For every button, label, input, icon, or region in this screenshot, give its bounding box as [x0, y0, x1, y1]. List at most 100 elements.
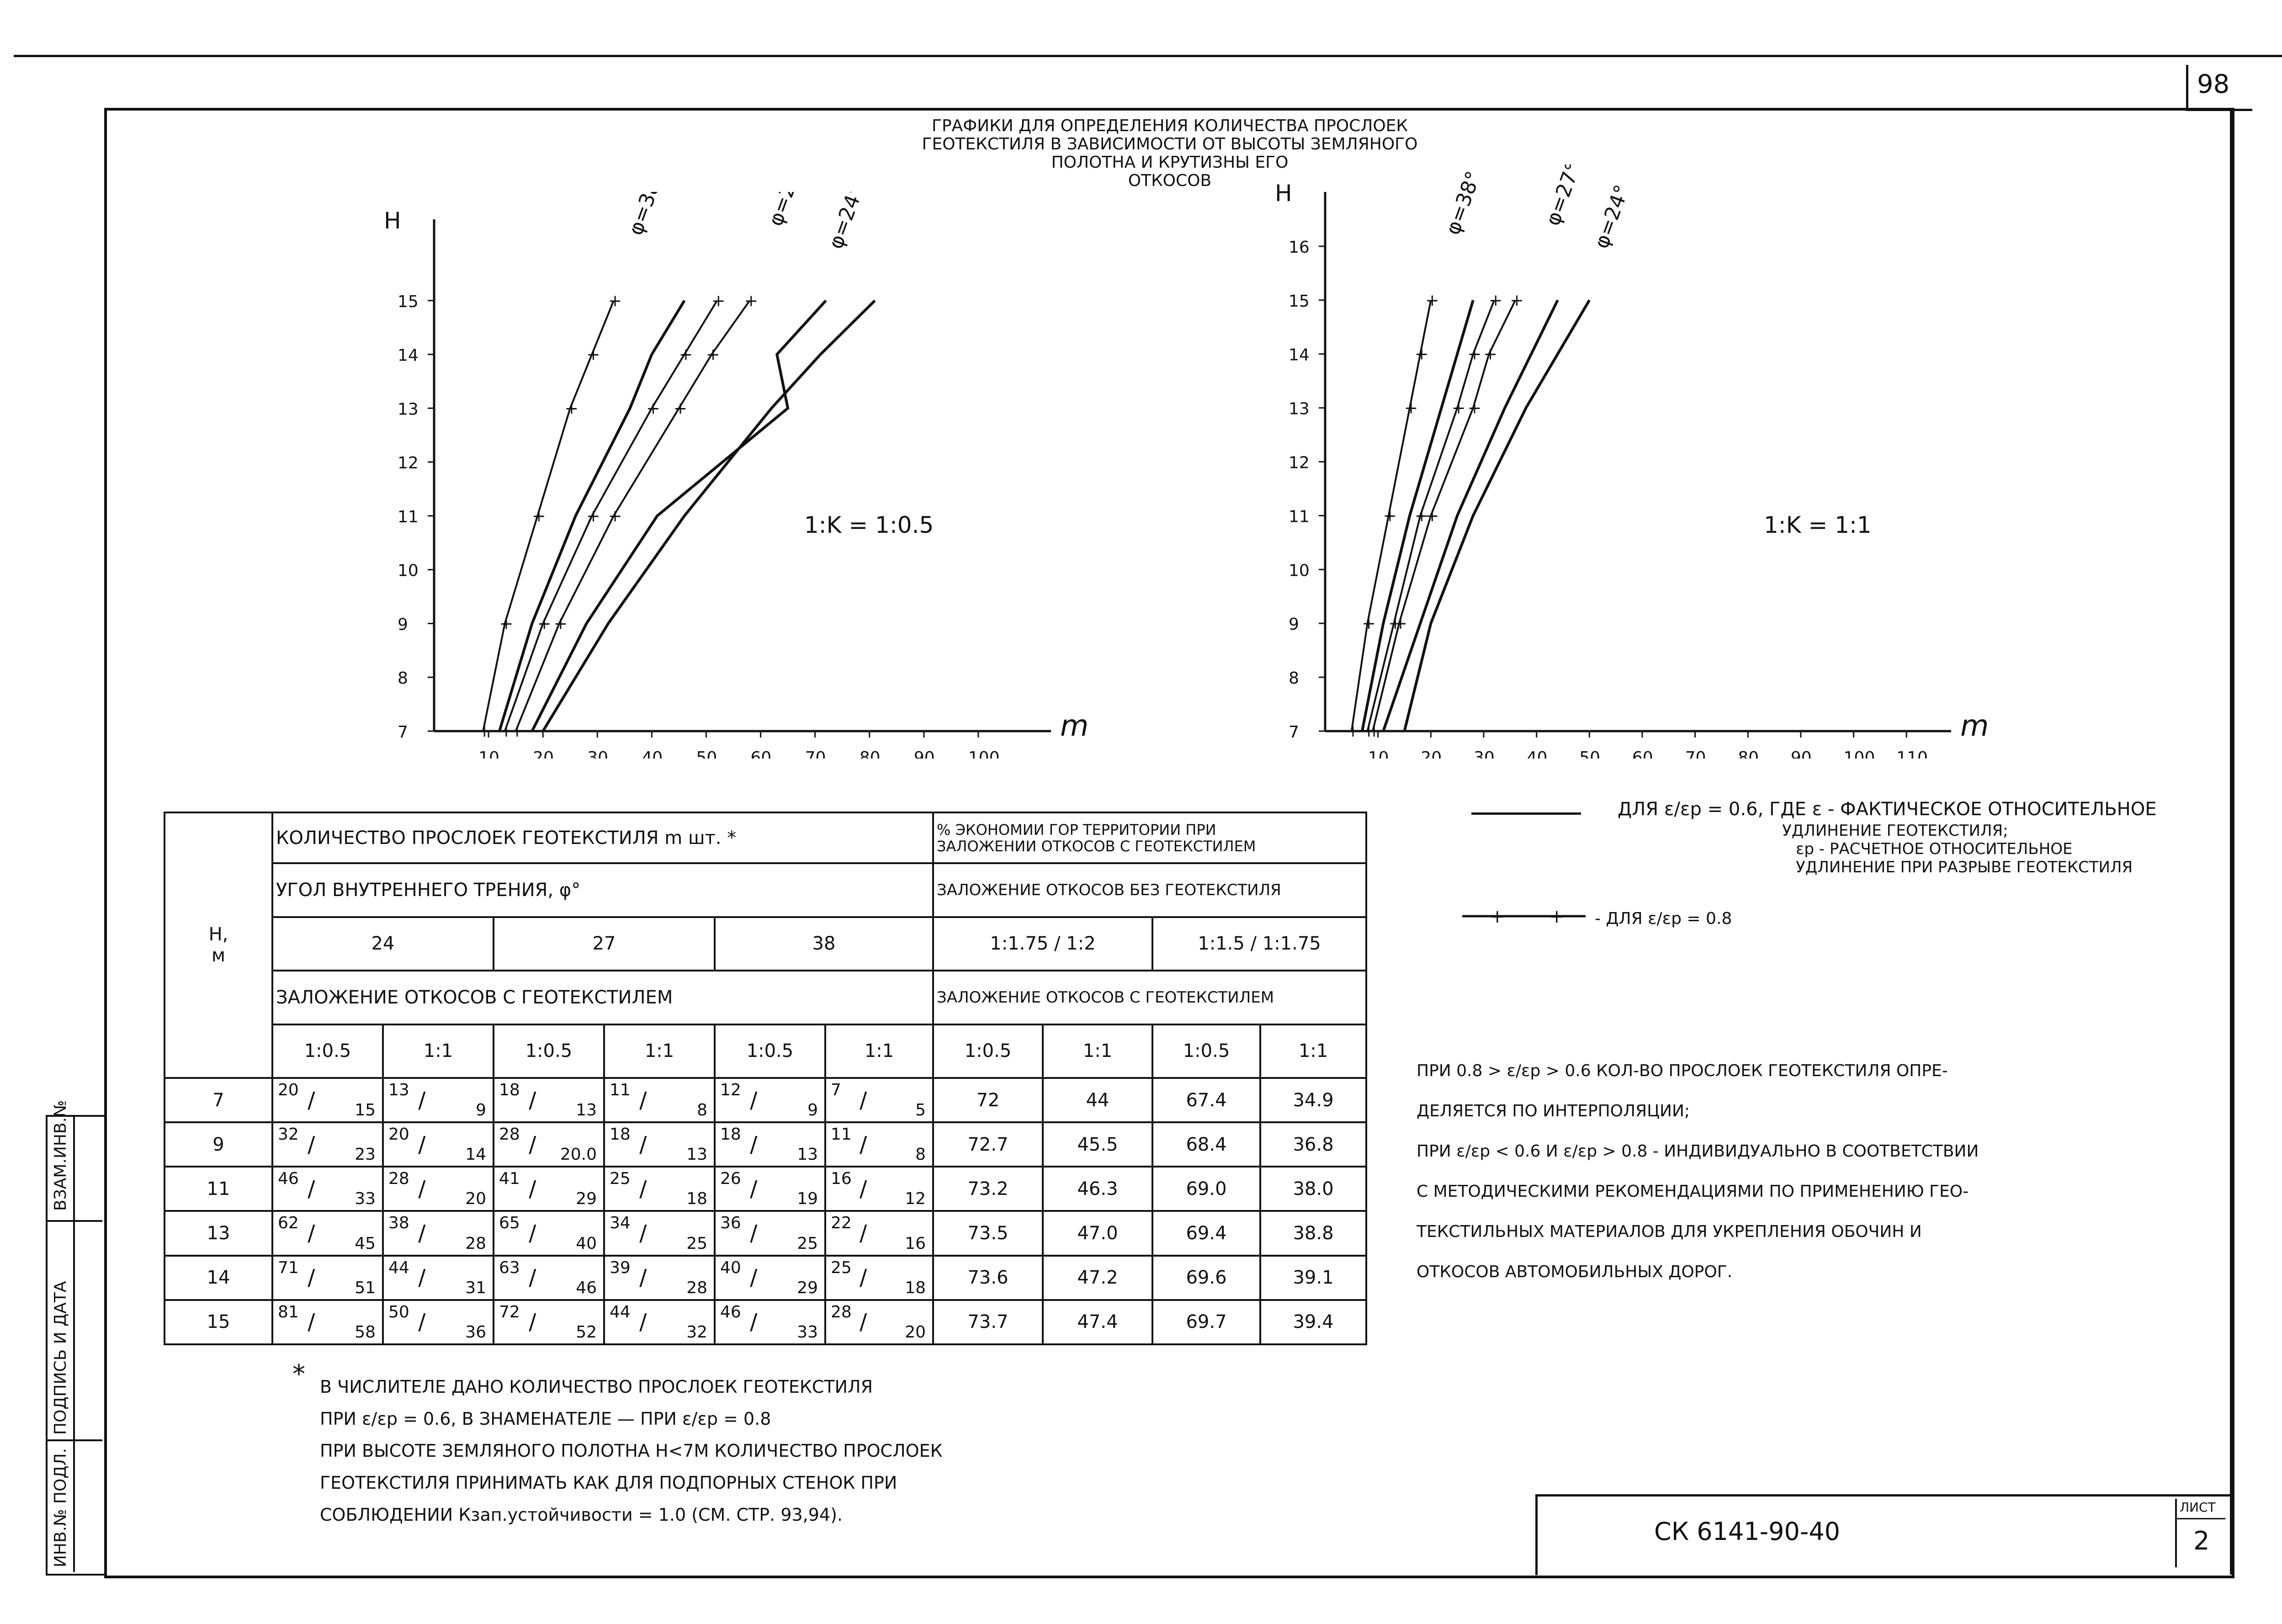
y-tick-label: 15	[398, 292, 419, 311]
series-line-2	[531, 299, 827, 732]
layer-count-cell: 12 / 9	[714, 1077, 826, 1124]
x-axis-label: m	[1960, 709, 1989, 743]
series-marker: +	[1415, 506, 1428, 525]
x-tick-label: 90	[1791, 748, 1812, 759]
phi-label: φ=38°	[1441, 168, 1486, 238]
layer-count-cell: 28 / 20.0	[493, 1121, 605, 1168]
layer-count-cell: 7 / 5	[824, 1077, 934, 1124]
layer-count-cell: 28 / 20	[382, 1166, 494, 1212]
legend-cross-line: + +	[1462, 907, 1586, 925]
denominator: 12	[905, 1189, 926, 1209]
numerator: 32	[278, 1125, 299, 1144]
slope-no-geo-2: 1:1.5 / 1:1.75	[1152, 916, 1368, 972]
series-marker: +	[1362, 614, 1376, 633]
economy-cell: 34.9	[1259, 1077, 1368, 1124]
economy-cell: 47.0	[1042, 1210, 1154, 1257]
series-marker: +	[674, 399, 687, 418]
economy-cell: 72	[932, 1077, 1044, 1124]
legend-solid-line	[1471, 812, 1581, 815]
layer-count-cell: 26 / 19	[714, 1166, 826, 1212]
chart-left-axes: Hm 7 8 9 10 11 12 13 14 15 10 20 30 40 50 60 70 80 90 100 φ=…	[384, 192, 1088, 759]
fraction: 44 / 31	[385, 1258, 492, 1298]
row-height-cell: 15	[164, 1299, 273, 1346]
series-marker: +	[1404, 399, 1418, 418]
series-line-3	[504, 300, 718, 732]
fraction-slash: /	[639, 1221, 647, 1247]
layer-count-cell: 44 / 31	[382, 1254, 494, 1301]
denominator: 46	[576, 1278, 597, 1297]
numerator: 34	[610, 1214, 631, 1233]
x-tick-label: 60	[1632, 748, 1653, 759]
denominator: 25	[686, 1234, 707, 1253]
doc-code: СК 6141-90-40	[1654, 1517, 1841, 1546]
numerator: 11	[610, 1080, 631, 1099]
series-line-2	[1382, 299, 1559, 732]
denominator: 31	[465, 1278, 486, 1297]
denominator: 15	[355, 1101, 376, 1120]
fraction: 41 / 29	[495, 1168, 602, 1209]
layer-count-cell: 18 / 13	[493, 1077, 605, 1124]
numerator: 28	[499, 1125, 520, 1144]
y-tick-label: 9	[398, 615, 408, 634]
side-stamp	[46, 1115, 104, 1576]
denominator: 32	[686, 1323, 707, 1342]
layer-count-cell: 62 / 45	[271, 1210, 384, 1257]
fraction-slash: /	[860, 1221, 867, 1247]
y-tick-label: 7	[398, 723, 408, 742]
y-tick-label: 11	[1289, 507, 1310, 526]
x-tick-label: 10	[478, 748, 499, 759]
sub-header-7: 1:1	[1042, 1023, 1154, 1079]
series-marker: +	[608, 292, 622, 310]
fraction-slash: /	[750, 1265, 758, 1291]
series-line-1	[515, 300, 751, 732]
series-marker: +	[586, 345, 600, 364]
phi-label: φ=27°	[1541, 165, 1585, 229]
fraction-slash: /	[529, 1221, 536, 1247]
fraction-slash: /	[529, 1309, 536, 1335]
fraction-slash: /	[418, 1221, 426, 1247]
fraction-slash: /	[639, 1176, 647, 1202]
row-height-cell: 13	[164, 1210, 273, 1257]
denominator: 8	[915, 1145, 926, 1164]
fraction: 38 / 28	[385, 1213, 492, 1253]
layer-count-cell: 38 / 28	[382, 1210, 494, 1257]
x-tick-label: 90	[914, 748, 935, 759]
y-tick-label: 12	[398, 454, 419, 472]
title-line-1: ГРАФИКИ ДЛЯ ОПРЕДЕЛЕНИЯ КОЛИЧЕСТВА ПРОСЛ…	[932, 117, 1408, 135]
angle-24: 24	[271, 916, 494, 972]
economy-cell: 69.6	[1152, 1254, 1262, 1301]
legend-solid-text: ДЛЯ ε/εр = 0.6, ГДЕ ε - ФАКТИЧЕСКОЕ ОТНО…	[1618, 799, 2157, 820]
numerator: 11	[831, 1125, 852, 1144]
economy-cell: 36.8	[1259, 1121, 1368, 1168]
footnote-line-1: В ЧИСЛИТЕЛЕ ДАНО КОЛИЧЕСТВО ПРОСЛОЕК ГЕО…	[320, 1377, 873, 1397]
footnote-line-5: СОБЛЮДЕНИИ Кзап.устойчивости = 1.0 (СМ. …	[320, 1505, 843, 1525]
page-number-box	[2186, 65, 2252, 111]
fraction: 18 / 13	[495, 1080, 602, 1120]
fraction: 65 / 40	[495, 1213, 602, 1253]
x-tick-label: 110	[1896, 748, 1928, 759]
numerator: 62	[278, 1214, 299, 1233]
row-height-cell: 7	[164, 1077, 273, 1124]
x-tick-label: 80	[1738, 748, 1759, 759]
group2-header-2: ЗАЛОЖЕНИИ ОТКОСОВ С ГЕОТЕКСТИЛЕМ	[937, 837, 1256, 855]
fraction-slash: /	[529, 1176, 536, 1202]
layer-count-cell: 25 / 18	[824, 1254, 934, 1301]
layer-count-cell: 25 / 18	[603, 1166, 716, 1212]
denominator: 8	[697, 1101, 707, 1120]
fraction: 26 / 19	[716, 1168, 823, 1209]
fraction: 44 / 32	[606, 1302, 713, 1343]
denominator: 20	[465, 1189, 486, 1209]
fraction: 16 / 12	[827, 1168, 931, 1209]
x-axis-label: m	[1060, 709, 1088, 743]
sheet-label-rule	[2175, 1518, 2225, 1519]
title-line-4: ОТКОСОВ	[1128, 171, 1212, 190]
fraction-slash: /	[860, 1176, 867, 1202]
layer-count-cell: 46 / 33	[714, 1299, 826, 1346]
x-tick-label: 20	[1421, 748, 1442, 759]
fraction: 62 / 45	[274, 1213, 381, 1253]
numerator: 40	[720, 1258, 741, 1277]
series-marker: +	[554, 614, 568, 633]
geotextile-table: H, м КОЛИЧЕСТВО ПРОСЛОЕК ГЕОТЕКСТИЛЯ m шт…	[164, 811, 1368, 1346]
fraction: 18 / 13	[606, 1124, 713, 1165]
x-tick-label: 60	[751, 748, 772, 759]
